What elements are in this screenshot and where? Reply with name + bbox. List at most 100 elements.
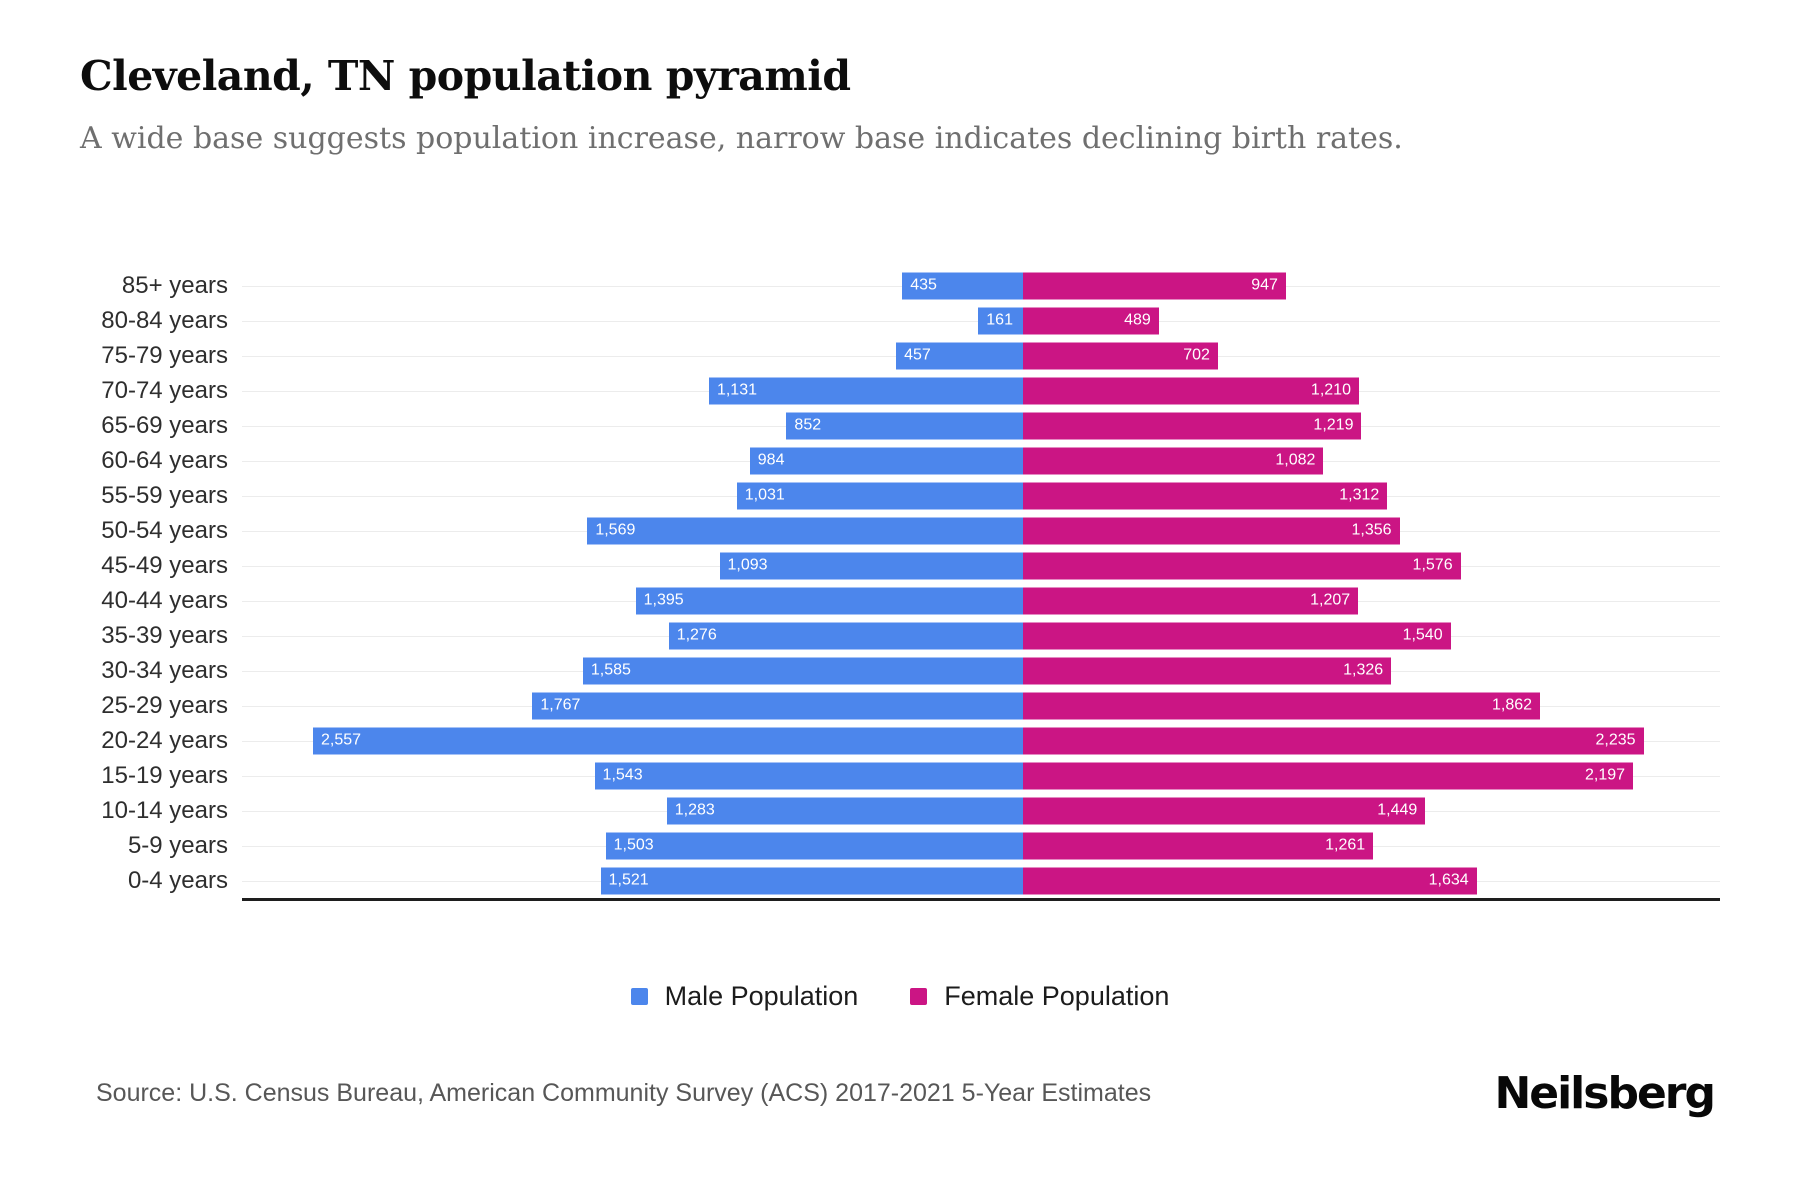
row-track: 457 702 <box>242 338 1720 373</box>
pyramid-row: 10-14 years 1,283 1,449 <box>80 793 1720 828</box>
pyramid-row: 20-24 years 2,557 2,235 <box>80 723 1720 758</box>
female-bar: 1,449 <box>1023 797 1426 825</box>
row-track: 1,276 1,540 <box>242 618 1720 653</box>
male-bar: 1,585 <box>582 657 1023 685</box>
female-bar: 1,634 <box>1023 867 1477 895</box>
chart-title: Cleveland, TN population pyramid <box>80 52 851 100</box>
female-bar: 2,235 <box>1023 727 1644 755</box>
female-value-label: 1,312 <box>1339 486 1380 504</box>
age-group-label: 85+ years <box>121 271 228 299</box>
age-group-label: 75-79 years <box>101 341 228 369</box>
female-bar: 702 <box>1023 342 1218 370</box>
male-value-label: 1,283 <box>674 801 715 819</box>
male-value-label: 1,521 <box>608 871 649 889</box>
row-track: 1,395 1,207 <box>242 583 1720 618</box>
age-group-label: 40-44 years <box>101 586 228 614</box>
female-value-label: 1,261 <box>1325 836 1366 854</box>
row-track: 1,569 1,356 <box>242 513 1720 548</box>
age-group-label: 50-54 years <box>101 516 228 544</box>
female-bar: 1,207 <box>1023 587 1359 615</box>
male-bar: 1,767 <box>532 692 1023 720</box>
male-bar: 161 <box>978 307 1023 335</box>
female-bar: 1,261 <box>1023 832 1374 860</box>
male-bar: 984 <box>749 447 1023 475</box>
female-value-label: 1,356 <box>1351 521 1392 539</box>
age-group-label: 70-74 years <box>101 376 228 404</box>
female-value-label: 947 <box>1251 276 1278 294</box>
pyramid-row: 0-4 years 1,521 1,634 <box>80 863 1720 898</box>
female-value-label: 1,326 <box>1343 661 1384 679</box>
female-bar: 1,326 <box>1023 657 1392 685</box>
male-bar: 435 <box>902 272 1023 300</box>
female-bar: 2,197 <box>1023 762 1634 790</box>
chart-subtitle: A wide base suggests population increase… <box>80 121 1403 157</box>
female-bar: 1,356 <box>1023 517 1400 545</box>
x-axis-line <box>242 898 1720 902</box>
male-value-label: 161 <box>986 311 1013 329</box>
female-bar: 489 <box>1023 307 1159 335</box>
row-track: 435 947 <box>242 268 1720 303</box>
age-group-label: 45-49 years <box>101 551 228 579</box>
male-bar: 1,543 <box>594 762 1023 790</box>
pyramid-row: 70-74 years 1,131 1,210 <box>80 373 1720 408</box>
male-bar: 1,031 <box>736 482 1023 510</box>
female-value-label: 1,862 <box>1491 696 1533 714</box>
female-value-label: 702 <box>1183 346 1210 364</box>
footer: Source: U.S. Census Bureau, American Com… <box>96 1068 1716 1120</box>
male-bar: 1,283 <box>666 797 1023 825</box>
male-value-label: 457 <box>904 346 931 364</box>
male-bar: 1,503 <box>605 832 1023 860</box>
male-bar: 1,093 <box>719 552 1023 580</box>
row-track: 1,093 1,576 <box>242 548 1720 583</box>
pyramid-row: 60-64 years 984 1,082 <box>80 443 1720 478</box>
row-track: 1,543 2,197 <box>242 758 1720 793</box>
row-track: 161 489 <box>242 303 1720 338</box>
age-group-label: 55-59 years <box>101 481 228 509</box>
female-bar: 1,576 <box>1023 552 1461 580</box>
legend-female-label: Female Population <box>944 981 1170 1012</box>
female-value-label: 1,207 <box>1310 591 1351 609</box>
pyramid-row: 50-54 years 1,569 1,356 <box>80 513 1720 548</box>
legend-item-female: Female Population <box>910 981 1169 1012</box>
age-group-label: 65-69 years <box>101 411 228 439</box>
male-value-label: 852 <box>794 416 822 434</box>
age-group-label: 5-9 years <box>127 831 228 859</box>
age-group-label: 20-24 years <box>101 726 228 754</box>
age-group-label: 15-19 years <box>101 761 228 789</box>
pyramid-row: 30-34 years 1,585 1,326 <box>80 653 1720 688</box>
female-bar: 1,862 <box>1023 692 1541 720</box>
male-value-label: 1,503 <box>613 836 654 854</box>
female-value-label: 2,197 <box>1584 766 1626 784</box>
male-swatch-icon <box>630 988 648 1006</box>
female-bar: 1,082 <box>1023 447 1324 475</box>
female-value-label: 1,082 <box>1275 451 1316 469</box>
legend-item-male: Male Population <box>630 981 858 1012</box>
row-track: 1,767 1,862 <box>242 688 1720 723</box>
pyramid-row: 15-19 years 1,543 2,197 <box>80 758 1720 793</box>
row-track: 852 1,219 <box>242 408 1720 443</box>
male-bar: 1,395 <box>635 587 1023 615</box>
population-pyramid-chart: 85+ years 435 947 80-84 years 161 489 75-79 ye… <box>80 268 1720 902</box>
male-value-label: 1,585 <box>590 661 631 679</box>
male-value-label: 984 <box>757 451 785 469</box>
female-bar: 1,210 <box>1023 377 1359 405</box>
pyramid-row: 55-59 years 1,031 1,312 <box>80 478 1720 513</box>
row-track: 1,585 1,326 <box>242 653 1720 688</box>
age-group-label: 25-29 years <box>101 691 228 719</box>
female-value-label: 1,219 <box>1313 416 1354 434</box>
female-value-label: 1,576 <box>1412 556 1453 574</box>
male-value-label: 1,276 <box>676 626 717 644</box>
female-value-label: 1,540 <box>1402 626 1443 644</box>
male-value-label: 2,557 <box>321 731 362 749</box>
row-track: 1,503 1,261 <box>242 828 1720 863</box>
female-value-label: 2,235 <box>1595 731 1636 749</box>
female-value-label: 489 <box>1124 311 1151 329</box>
row-track: 1,131 1,210 <box>242 373 1720 408</box>
neilsberg-logo[interactable]: Neilsberg <box>1494 1068 1716 1120</box>
female-bar: 1,219 <box>1023 412 1362 440</box>
pyramid-row: 65-69 years 852 1,219 <box>80 408 1720 443</box>
male-value-label: 1,767 <box>540 696 581 714</box>
female-swatch-icon <box>910 988 928 1006</box>
male-bar: 1,569 <box>587 517 1023 545</box>
female-bar: 1,540 <box>1023 622 1451 650</box>
